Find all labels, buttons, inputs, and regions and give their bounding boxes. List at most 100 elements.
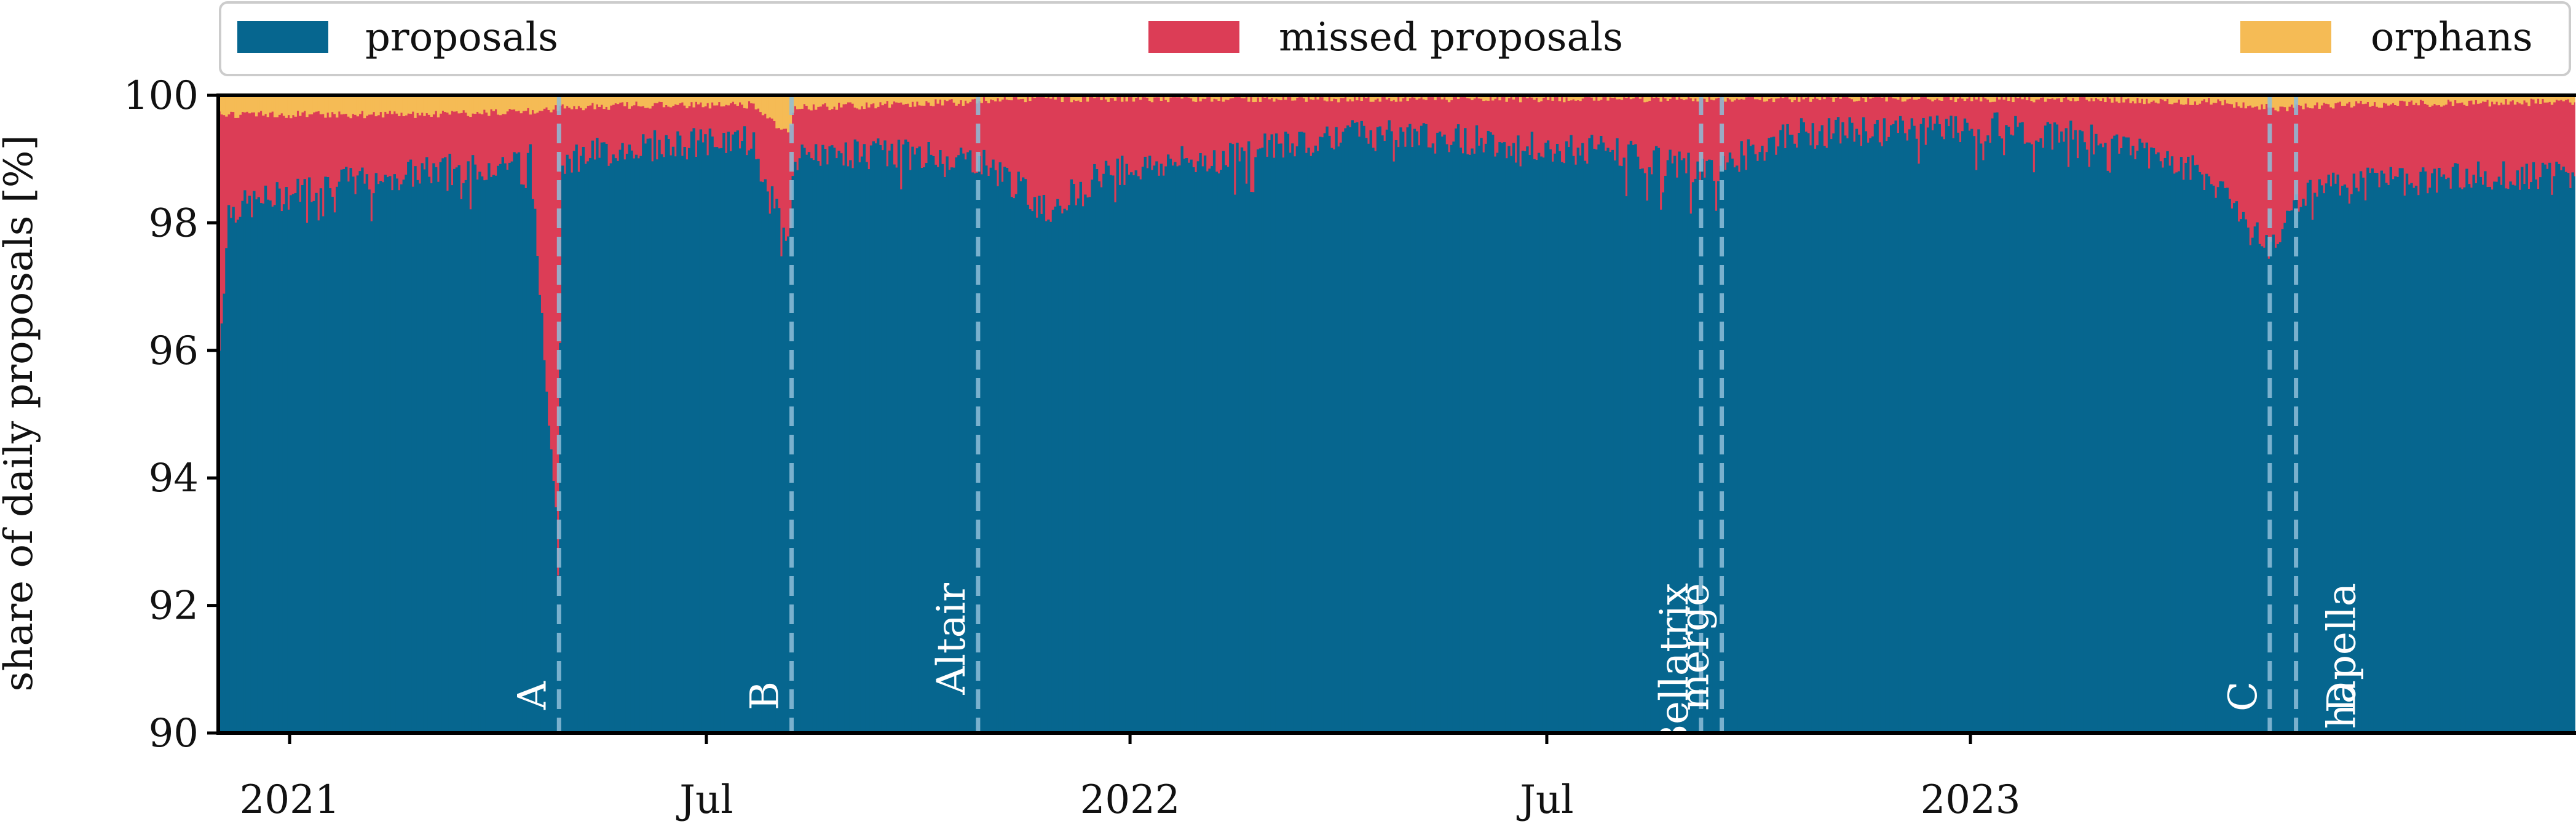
orphans-bar (923, 95, 926, 106)
proposals-bar (1885, 141, 1888, 733)
orphans-bar (1323, 95, 1327, 101)
proposals-bar (2385, 183, 2388, 733)
orphans-bar (1305, 95, 1308, 102)
proposals-bar (416, 180, 419, 733)
orphans-bar (1311, 95, 1315, 100)
proposals-bar (655, 159, 658, 733)
proposals-bar (1643, 173, 1646, 733)
orphans-bar (2574, 95, 2575, 103)
orphans-bar (2438, 95, 2441, 106)
proposals-bar (2230, 208, 2234, 733)
proposals-bar (1424, 124, 1428, 733)
proposals-bar (1203, 155, 1207, 733)
orphans-bar (384, 95, 387, 112)
orphans-bar (670, 95, 673, 108)
orphans-bar (223, 95, 226, 116)
proposals-bar (2523, 184, 2526, 733)
proposals-bar (2313, 192, 2317, 733)
proposals-bar (2553, 176, 2556, 733)
proposals-bar (683, 147, 686, 733)
orphans-bar (492, 95, 496, 111)
orphans-bar (1724, 95, 1727, 102)
orphans-bar (773, 95, 776, 121)
proposals-bar (1726, 162, 1729, 733)
proposals-bar (2521, 167, 2524, 733)
proposals-bar (358, 171, 362, 733)
orphans-bar (1954, 95, 1958, 103)
proposals-bar (1736, 165, 1739, 733)
proposals-bar (810, 158, 813, 733)
proposals-bar (1410, 147, 1414, 733)
proposals-bar (1814, 148, 1817, 733)
orphans-bar (1901, 95, 1905, 102)
orphans-bar (2196, 95, 2199, 105)
orphans-bar (911, 95, 914, 102)
proposals-bar (1588, 138, 1591, 733)
orphans-bar (890, 95, 893, 105)
proposals-bar (1602, 142, 1605, 733)
orphans-bar (2459, 95, 2462, 103)
orphans-bar (925, 95, 928, 101)
proposals-bar (2511, 184, 2515, 733)
orphans-bar (2099, 95, 2103, 101)
orphans-bar (2368, 95, 2372, 107)
orphans-bar (262, 95, 265, 116)
y-tick-label: 92 (149, 584, 199, 629)
orphans-bar (759, 95, 762, 113)
proposals-bar (2141, 142, 2144, 733)
orphans-bar (342, 95, 346, 114)
proposals-bar (2325, 183, 2328, 733)
proposals-bar (1100, 187, 1103, 733)
proposals-bar (614, 158, 617, 733)
proposals-bar (1102, 173, 1105, 733)
orphans-bar (803, 95, 806, 105)
orphans-bar (2157, 95, 2160, 104)
orphans-bar (1113, 95, 1117, 101)
proposals-bar (515, 153, 518, 733)
proposals-bar (1507, 146, 1511, 733)
proposals-bar (1270, 134, 1273, 733)
orphans-bar (2133, 95, 2137, 104)
proposals-bar (2433, 168, 2436, 733)
orphans-bar (952, 95, 956, 103)
proposals-bar (2251, 237, 2254, 733)
proposals-bar (1378, 126, 1381, 733)
orphans-bar (427, 95, 431, 115)
proposals-bar (2060, 131, 2063, 733)
proposals-bar (1245, 183, 1248, 733)
proposals-bar (1645, 200, 1649, 733)
proposals-bar (2382, 173, 2385, 733)
proposals-bar (964, 159, 967, 733)
proposals-bar (1273, 157, 1276, 733)
proposals-bar (2475, 183, 2478, 733)
proposals-bar (1493, 156, 1497, 733)
proposals-bar (1144, 156, 1147, 733)
proposals-bar (895, 167, 898, 733)
orphans-bar (761, 95, 765, 116)
orphans-bar (2182, 95, 2185, 105)
proposals-bar (1832, 133, 1835, 733)
orphans-bar (2085, 95, 2088, 100)
proposals-bar (2541, 162, 2545, 733)
orphans-bar (665, 95, 668, 105)
orphans-bar (646, 95, 649, 108)
orphans-bar (271, 95, 274, 112)
proposals-bar (299, 202, 302, 733)
proposals-bar (2025, 142, 2029, 733)
proposals-bar (1227, 167, 1230, 733)
proposals-bar (653, 130, 657, 733)
orphans-bar (455, 95, 459, 112)
proposals-bar (952, 167, 956, 733)
proposals-bar (306, 223, 309, 733)
orphans-bar (2232, 95, 2236, 108)
proposals-bar (2145, 142, 2149, 733)
orphans-bar (308, 95, 311, 115)
proposals-bar (2412, 188, 2416, 733)
proposals-bar (612, 154, 615, 733)
proposals-bar (522, 184, 525, 733)
proposals-bar (994, 170, 997, 733)
orphans-bar (488, 95, 491, 116)
proposals-bar (2210, 184, 2213, 733)
orphans-bar (2532, 95, 2535, 100)
proposals-bar (2237, 221, 2240, 733)
